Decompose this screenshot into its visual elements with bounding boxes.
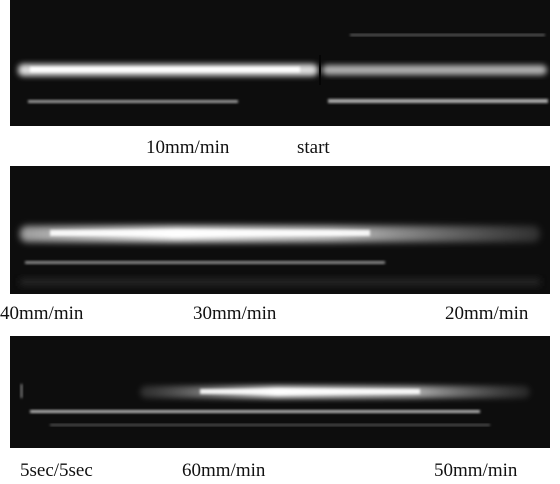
panel-3-label-middle: 60mm/min — [182, 460, 266, 481]
image-panel-3 — [10, 336, 550, 448]
streak-image-3 — [10, 336, 550, 448]
panel-2-label-right: 20mm/min — [445, 303, 529, 324]
panel-1-label-speed: 10mm/min — [146, 137, 230, 158]
streak-image-1 — [10, 0, 550, 126]
image-panel-2 — [10, 166, 550, 294]
panel-1-label-start: start — [297, 137, 330, 158]
panel-2-label-middle: 30mm/min — [193, 303, 277, 324]
streak-image-2 — [10, 166, 550, 294]
panel-2-label-left: 40mm/min — [0, 303, 84, 324]
image-panel-1 — [10, 0, 550, 126]
panel-3-label-right: 50mm/min — [434, 460, 518, 481]
panel-3-label-left: 5sec/5sec — [20, 460, 93, 481]
